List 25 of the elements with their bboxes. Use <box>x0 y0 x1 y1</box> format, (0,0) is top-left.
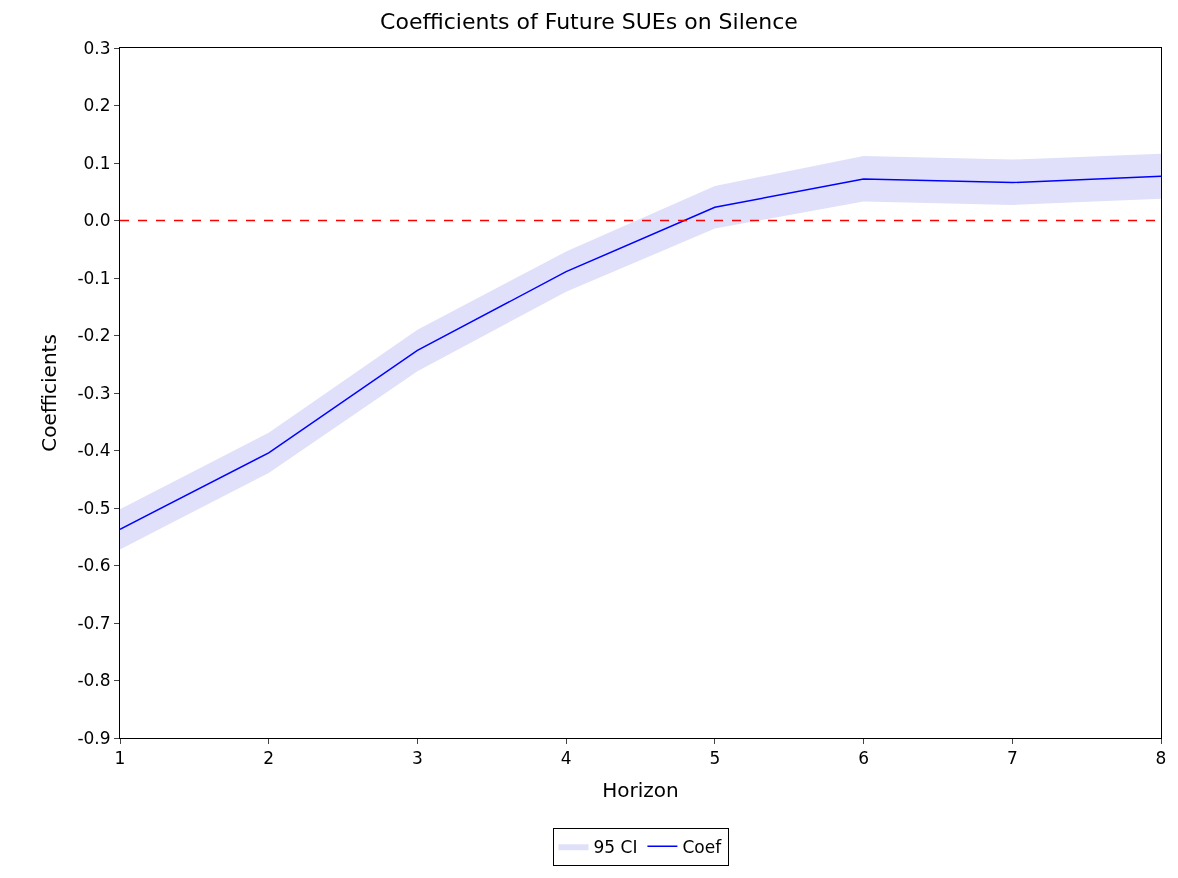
y-tick-label: -0.3 <box>77 382 111 403</box>
x-tick-label: 8 <box>1155 748 1167 769</box>
y-tick-label: -0.8 <box>77 670 111 691</box>
x-tick-label: 3 <box>412 748 423 769</box>
x-tick-label: 5 <box>709 748 721 769</box>
x-axis-title: Horizon <box>602 777 679 802</box>
y-tick-label: -0.4 <box>77 440 111 461</box>
y-tick-label: -0.6 <box>77 555 111 576</box>
x-tick-label: 1 <box>114 748 126 769</box>
chart-title: Coefficients of Future SUEs on Silence <box>380 8 798 34</box>
x-tick-label: 2 <box>263 748 275 769</box>
y-tick-label: 0.1 <box>83 152 111 173</box>
y-tick-label: 0.0 <box>83 210 111 231</box>
x-tick-label: 4 <box>560 748 572 769</box>
x-tick-label: 7 <box>1006 748 1018 769</box>
y-tick-label: -0.1 <box>77 267 111 288</box>
y-tick-label: -0.9 <box>77 727 111 748</box>
y-tick-label: -0.7 <box>77 612 111 633</box>
x-tick-label: 6 <box>858 748 869 769</box>
y-tick-label: 0.3 <box>83 37 111 58</box>
y-tick-label: -0.5 <box>77 497 111 518</box>
y-tick-label: 0.2 <box>83 95 111 116</box>
legend-label: Coef <box>682 836 723 857</box>
y-axis-title: Coefficients <box>36 334 61 452</box>
y-tick-label: -0.2 <box>77 325 111 346</box>
